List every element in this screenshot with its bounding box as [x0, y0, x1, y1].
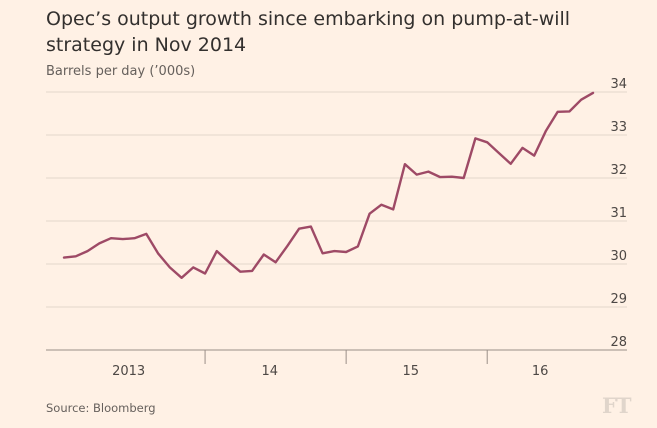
y-tick-label-33: 33 [610, 120, 627, 135]
series-line-opec-output [62, 91, 595, 279]
gridlines [46, 91, 627, 351]
ft-logo: FT [602, 393, 632, 418]
y-axis-unit-label: Barrels per day (’000s) [46, 64, 196, 79]
y-tick-label-32: 32 [610, 163, 627, 178]
x-tick-label-2013: 2013 [112, 364, 145, 379]
y-tick-label-28: 28 [610, 335, 627, 350]
series-layer [62, 91, 595, 279]
x-tick-label-15: 15 [403, 364, 420, 379]
source-note: Source: Bloomberg [46, 401, 156, 415]
x-axis: 2013 14 15 16 [112, 350, 548, 379]
chart-title: Opec’s output growth since embarking on … [46, 8, 571, 56]
y-tick-label-34: 34 [610, 77, 627, 92]
x-tick-label-16: 16 [532, 364, 549, 379]
y-tick-label-31: 31 [610, 206, 627, 221]
y-tick-label-30: 30 [610, 249, 627, 264]
x-tick-label-14: 14 [261, 364, 278, 379]
y-axis-ticks: 34 33 32 31 30 29 28 [610, 77, 627, 350]
y-tick-label-29: 29 [610, 292, 627, 307]
